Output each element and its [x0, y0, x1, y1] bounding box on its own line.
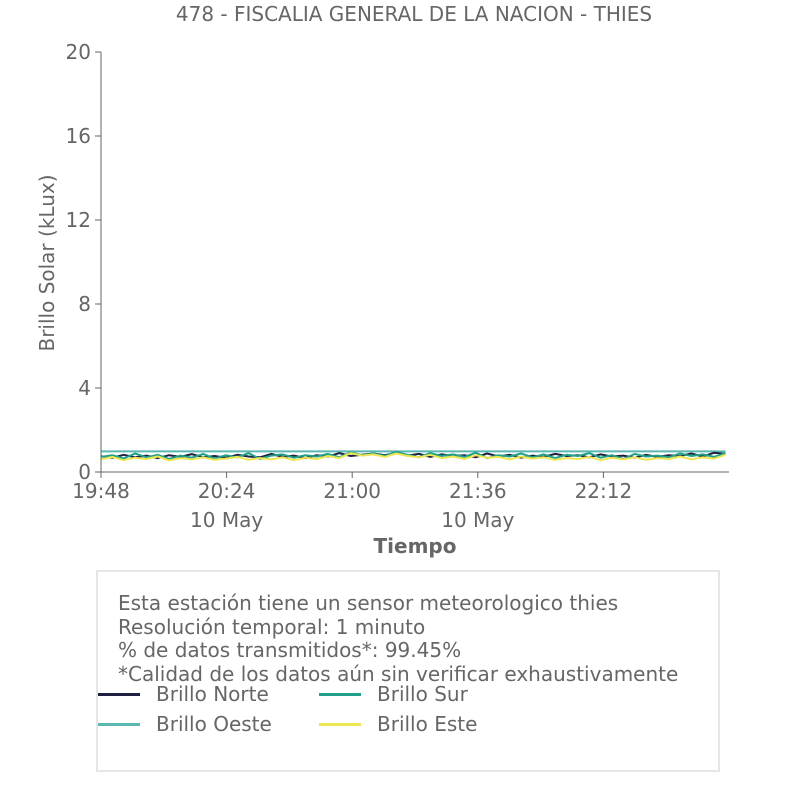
- x-tick-label: 19:48: [72, 479, 130, 503]
- y-axis-label: Brillo Solar (kLux): [35, 174, 59, 351]
- legend-item-brillo-norte[interactable]: Brillo Norte: [98, 682, 269, 706]
- legend-label: Brillo Norte: [156, 682, 269, 706]
- legend-label: Brillo Sur: [377, 682, 468, 706]
- x-tick-label: 22:12: [575, 479, 633, 503]
- x-tick-date-label: 10 May: [441, 508, 514, 532]
- y-tick-label: 12: [66, 208, 91, 232]
- legend-swatch: [319, 692, 361, 696]
- y-tick-label: 16: [66, 124, 91, 148]
- y-tick-label: 8: [78, 292, 91, 316]
- legend-swatch: [98, 722, 140, 726]
- legend-item-brillo-oeste[interactable]: Brillo Oeste: [98, 712, 272, 736]
- legend-swatch: [319, 722, 361, 726]
- legend-item-brillo-este[interactable]: Brillo Este: [319, 712, 477, 736]
- x-tick-label: 20:24: [198, 479, 256, 503]
- x-tick-label: 21:36: [449, 479, 507, 503]
- x-ticks: 19:48 20:24 10 May 21:00 21:36 10 May 22:12: [72, 472, 632, 532]
- legend-label: Brillo Este: [377, 712, 478, 736]
- series-line-brillo-este: [100, 452, 726, 462]
- legend-item-brillo-sur[interactable]: Brillo Sur: [319, 682, 468, 706]
- chart-title: 478 - FISCALIA GENERAL DE LA NACION - TH…: [176, 2, 652, 26]
- info-box: Esta estación tiene un sensor meteorolog…: [96, 570, 720, 772]
- x-tick-date-label: 10 May: [190, 508, 263, 532]
- info-resolution-text: Resolución temporal: 1 minuto: [118, 615, 426, 639]
- info-station-text: Esta estación tiene un sensor meteorolog…: [118, 591, 619, 615]
- y-tick-label: 4: [78, 376, 91, 400]
- y-tick-label: 20: [66, 40, 91, 64]
- info-transmitted-text: % de datos transmitidos*: 99.45%: [118, 638, 462, 662]
- brightness-chart: 478 - FISCALIA GENERAL DE LA NACION - TH…: [35, 2, 729, 558]
- legend-swatch: [98, 692, 140, 696]
- info-quality-note: *Calidad de los datos aún sin verificar …: [118, 662, 679, 686]
- y-tick-label: 0: [78, 460, 91, 484]
- x-axis-label: Tiempo: [374, 534, 457, 558]
- legend-label: Brillo Oeste: [156, 712, 272, 736]
- y-ticks: 0 4 8 12 16 20: [66, 40, 101, 484]
- x-tick-label: 21:00: [323, 479, 381, 503]
- plot-series: [100, 450, 726, 462]
